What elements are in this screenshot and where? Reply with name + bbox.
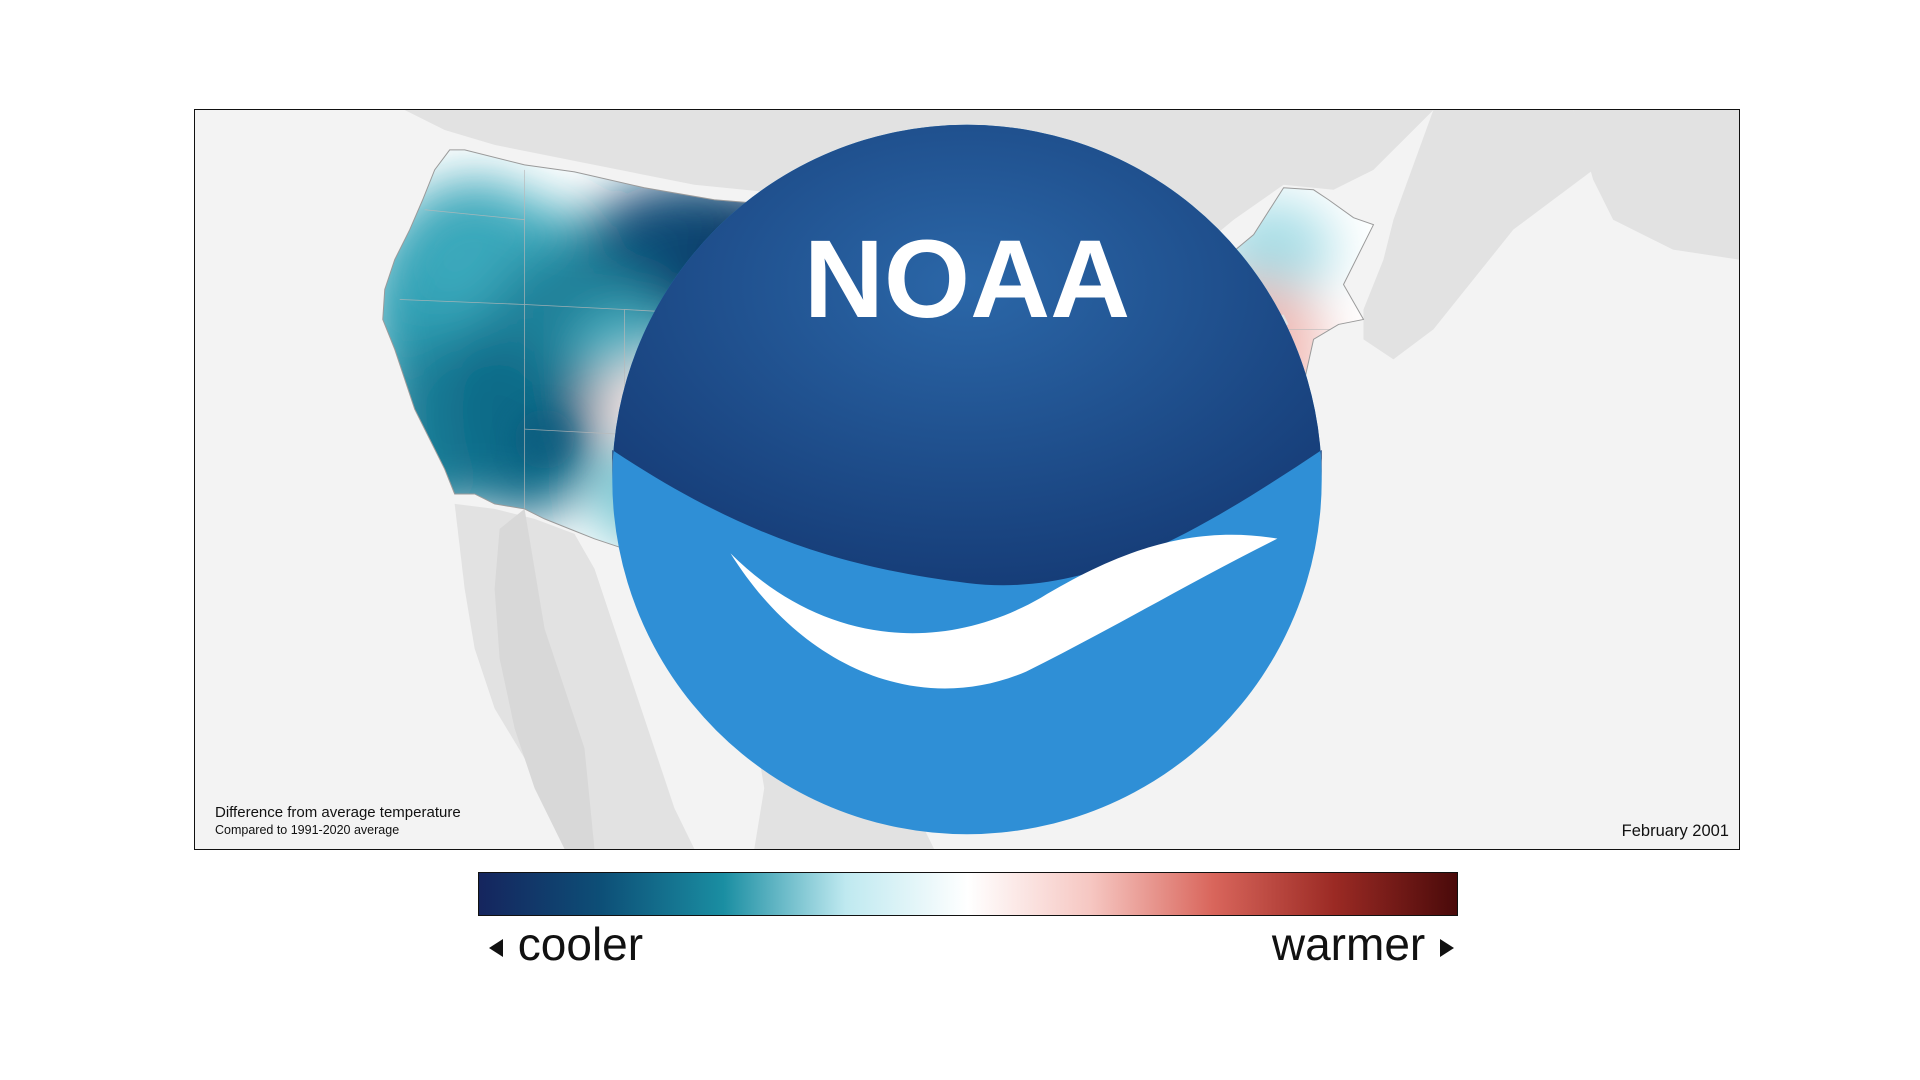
- left-arrow-icon: [489, 938, 503, 957]
- temperature-anomaly-map: Difference from average temperature Comp…: [194, 109, 1740, 850]
- caption-subtitle: Compared to 1991-2020 average: [215, 823, 400, 837]
- legend-cooler: cooler: [487, 916, 643, 972]
- legend-warmer-label: warmer: [1271, 918, 1426, 970]
- period-label: February 2001: [1621, 822, 1729, 840]
- right-arrow-icon: [1440, 938, 1454, 957]
- legend-cooler-label: cooler: [517, 918, 644, 970]
- map-caption: Difference from average temperature Comp…: [215, 804, 461, 837]
- caption-title: Difference from average temperature: [215, 804, 461, 821]
- noaa-logo-text: NOAA: [804, 218, 1130, 341]
- legend-warmer: warmer: [1272, 916, 1456, 972]
- color-scale-bar: [478, 872, 1458, 916]
- noaa-logo: NOAA: [612, 124, 1322, 835]
